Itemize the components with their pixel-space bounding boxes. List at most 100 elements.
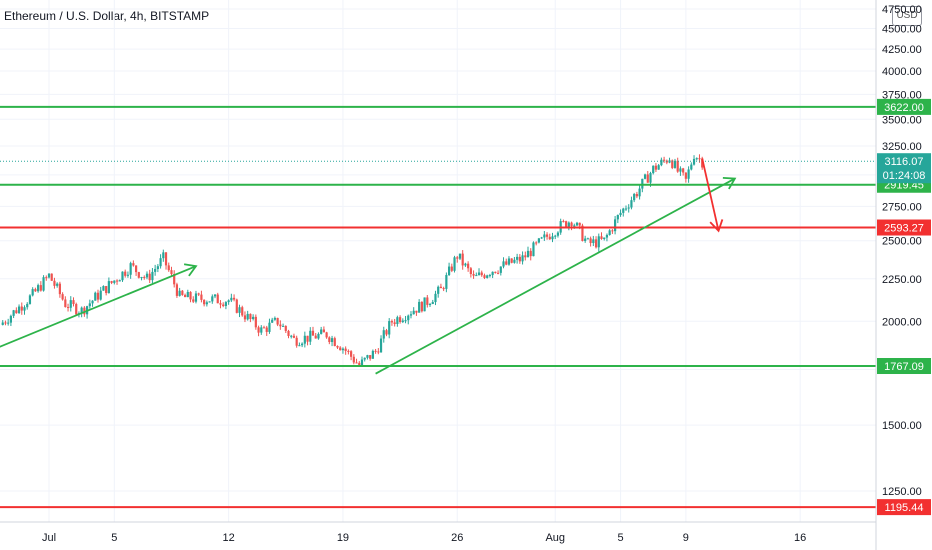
candle-body bbox=[53, 280, 56, 286]
candle-body bbox=[222, 304, 225, 306]
candle-body bbox=[162, 252, 165, 259]
candle-body bbox=[200, 294, 203, 300]
candle-body bbox=[646, 174, 649, 183]
candle-body bbox=[257, 327, 260, 333]
candle-body bbox=[379, 338, 383, 353]
trend-arrow-line bbox=[0, 265, 197, 348]
candle-body bbox=[273, 317, 276, 320]
candle-body bbox=[42, 277, 45, 291]
candle-body bbox=[630, 200, 633, 208]
currency-button[interactable]: USD bbox=[892, 6, 922, 26]
candle-body bbox=[9, 315, 12, 323]
candle-body bbox=[418, 301, 421, 313]
candle-body bbox=[377, 351, 380, 353]
candle-body bbox=[428, 303, 432, 305]
candle-body bbox=[66, 307, 70, 309]
candle-body bbox=[330, 338, 334, 343]
candle-body bbox=[227, 300, 230, 303]
candle-body bbox=[437, 286, 440, 294]
y-tick-label: 3750.00 bbox=[882, 89, 922, 101]
candle-body bbox=[374, 350, 377, 352]
candle-body bbox=[499, 266, 502, 273]
horizontal-levels bbox=[0, 105, 876, 509]
candle-body bbox=[4, 322, 7, 324]
candle-body bbox=[249, 313, 252, 320]
candle-body bbox=[126, 274, 130, 276]
candle-body bbox=[64, 299, 67, 308]
candle-body bbox=[692, 158, 696, 165]
candle-body bbox=[311, 330, 315, 336]
candle-body bbox=[181, 290, 184, 295]
candle-body bbox=[600, 236, 603, 239]
candle-body bbox=[31, 289, 34, 296]
candle-body bbox=[456, 257, 459, 259]
candle-body bbox=[12, 310, 15, 316]
candle-body bbox=[461, 253, 464, 266]
candle-body bbox=[442, 288, 445, 290]
level-price-tag bbox=[877, 219, 931, 236]
candle-series bbox=[1, 154, 704, 367]
y-tick-label: 2250.00 bbox=[882, 274, 922, 286]
candle-body bbox=[344, 348, 347, 351]
candle-body bbox=[164, 252, 168, 266]
candle-body bbox=[241, 307, 244, 316]
candle-body bbox=[137, 272, 140, 278]
trend-arrow-line bbox=[375, 177, 736, 375]
candle-body bbox=[567, 222, 570, 228]
candle-body bbox=[219, 303, 222, 305]
candle-body bbox=[412, 310, 415, 315]
candle-body bbox=[260, 327, 263, 333]
candle-body bbox=[687, 169, 690, 179]
candle-body bbox=[276, 317, 279, 325]
candle-body bbox=[320, 329, 323, 334]
candle-body bbox=[540, 237, 543, 239]
candle-body bbox=[262, 327, 266, 329]
x-tick-label: Jul bbox=[42, 532, 56, 544]
candle-body bbox=[140, 277, 143, 279]
candle-body bbox=[562, 221, 565, 223]
y-tick-label: 2750.00 bbox=[882, 201, 922, 213]
candle-body bbox=[178, 290, 181, 296]
candle-body bbox=[654, 165, 658, 170]
candle-body bbox=[170, 270, 173, 275]
chart-title: Ethereum / U.S. Dollar, 4h, BITSTAMP bbox=[4, 9, 210, 23]
candle-body bbox=[268, 322, 271, 332]
candle-body bbox=[134, 265, 138, 273]
candle-body bbox=[445, 274, 448, 289]
candle-body bbox=[385, 330, 388, 335]
trend-arrow-head bbox=[709, 219, 724, 233]
candle-body bbox=[252, 316, 255, 320]
candle-body bbox=[303, 335, 306, 344]
candle-body bbox=[197, 293, 200, 295]
candle-body bbox=[548, 236, 551, 240]
candle-body bbox=[317, 333, 320, 339]
trend-arrow-head bbox=[183, 263, 198, 277]
candle-body bbox=[477, 272, 481, 276]
candle-body bbox=[333, 338, 336, 347]
candle-body bbox=[486, 275, 489, 278]
candle-body bbox=[594, 239, 598, 248]
candle-body bbox=[660, 159, 663, 166]
candle-body bbox=[371, 350, 374, 359]
candle-body bbox=[45, 277, 48, 279]
candle-body bbox=[151, 271, 154, 281]
candle-body bbox=[458, 253, 462, 259]
candle-body bbox=[679, 168, 682, 172]
x-tick-label: 26 bbox=[451, 532, 463, 544]
candle-body bbox=[23, 307, 26, 311]
candle-body bbox=[494, 271, 497, 273]
y-tick-label: 4000.00 bbox=[882, 66, 922, 78]
candle-body bbox=[83, 307, 86, 315]
candle-body bbox=[208, 301, 211, 303]
level-price-tag bbox=[877, 358, 931, 375]
candle-body bbox=[224, 302, 228, 306]
candle-body bbox=[450, 266, 453, 271]
candle-body bbox=[69, 300, 72, 308]
candle-body bbox=[657, 165, 660, 170]
candle-body bbox=[238, 307, 241, 313]
candle-body bbox=[154, 269, 157, 272]
candle-body bbox=[426, 297, 429, 305]
candle-body bbox=[532, 242, 535, 257]
candle-body bbox=[366, 355, 369, 358]
